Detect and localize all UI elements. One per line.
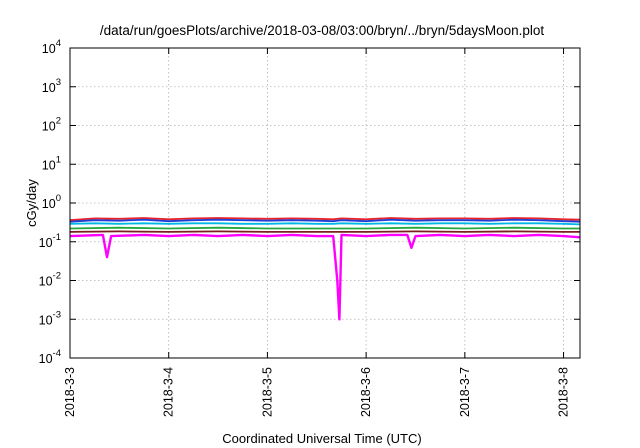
plot-frame [69, 47, 581, 359]
series-line-3 [69, 222, 581, 226]
axis-ticks: 10-4 10-3 10-2 10-1 100 101 102 103 104 2018-3-3 2… [39, 38, 580, 417]
grid [70, 48, 580, 358]
chart-title: /data/run/goesPlots/archive/2018-03-08/0… [100, 23, 545, 38]
x-axis-label: Coordinated Universal Time (UTC) [222, 431, 421, 446]
y-tick-label: 10-3 [39, 309, 61, 327]
x-tick-label: 2018-3-8 [557, 367, 571, 417]
series-line-5 [69, 230, 580, 233]
series-line-6 [69, 233, 581, 321]
y-tick-label: 10-1 [39, 232, 61, 250]
y-tick-label: 102 [42, 116, 61, 134]
series-line-4 [69, 226, 580, 230]
y-tick-label: 10-4 [39, 348, 61, 366]
series-line-2 [69, 218, 581, 223]
y-tick-label: 10-2 [39, 271, 61, 289]
x-tick-label: 2018-3-5 [260, 367, 274, 417]
x-tick-label: 2018-3-6 [359, 367, 373, 417]
y-tick-label: 104 [42, 38, 61, 56]
y-tick-label: 101 [42, 154, 61, 172]
y-axis-label: cGy/day [24, 179, 39, 227]
x-tick-label: 2018-3-3 [63, 367, 77, 417]
series-line-1 [69, 217, 581, 222]
series-layer [69, 217, 581, 321]
x-tick-label: 2018-3-7 [458, 367, 472, 417]
y-tick-label: 100 [42, 193, 61, 211]
x-tick-label: 2018-3-4 [162, 367, 176, 417]
y-tick-label: 103 [42, 77, 61, 95]
